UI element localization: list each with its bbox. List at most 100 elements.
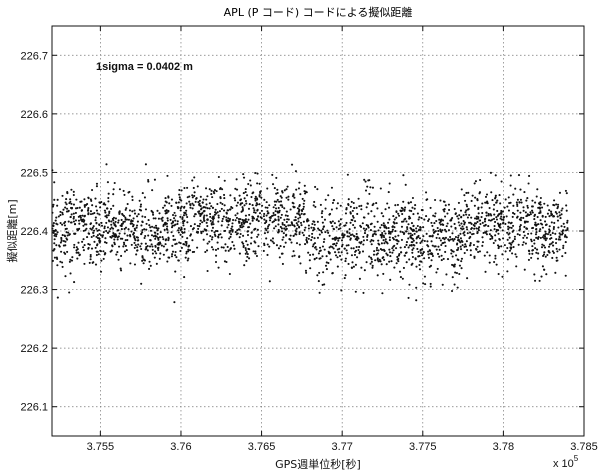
scatter-point (87, 208, 90, 212)
scatter-point (192, 186, 195, 190)
scatter-point (552, 215, 556, 218)
scatter-point (55, 244, 58, 247)
scatter-point (552, 251, 555, 254)
scatter-point (59, 260, 62, 263)
scatter-point (350, 218, 353, 222)
scatter-point (350, 200, 353, 203)
scatter-point (120, 228, 123, 231)
scatter-point (552, 244, 555, 247)
scatter-point (364, 180, 367, 183)
scatter-point (229, 208, 232, 211)
scatter-point (77, 241, 80, 244)
scatter-point (82, 249, 85, 252)
scatter-point (52, 249, 55, 252)
scatter-point (530, 232, 533, 235)
scatter-point (54, 233, 57, 236)
scatter-point (263, 218, 266, 221)
scatter-point (134, 244, 137, 247)
y-tick-label: 226.7 (20, 50, 48, 62)
scatter-point (546, 233, 550, 236)
scatter-point (406, 227, 409, 231)
scatter-point (401, 212, 404, 216)
scatter-point (177, 206, 180, 209)
scatter-point (102, 257, 105, 260)
scatter-point (196, 224, 199, 227)
scatter-point (191, 196, 194, 199)
scatter-point (102, 203, 105, 206)
scatter-point (95, 209, 98, 212)
scatter-point (148, 267, 151, 271)
scatter-point (139, 205, 142, 208)
scatter-point (407, 201, 410, 204)
scatter-point (287, 224, 290, 227)
scatter-point (177, 259, 180, 262)
scatter-point (522, 209, 525, 212)
scatter-point (314, 245, 317, 249)
scatter-point (251, 217, 254, 220)
scatter-point (175, 256, 178, 259)
scatter-point (118, 245, 121, 248)
scatter-point (259, 191, 262, 195)
scatter-point (240, 223, 243, 226)
scatter-point (374, 230, 377, 233)
scatter-point (436, 267, 439, 270)
scatter-point (377, 229, 380, 232)
scatter-point (448, 239, 451, 242)
grid-lines (52, 26, 584, 436)
scatter-point (199, 219, 202, 222)
scatter-point (331, 201, 335, 204)
x-multiplier: x 105 (553, 454, 579, 470)
scatter-point (441, 229, 444, 232)
scatter-point (158, 212, 161, 215)
scatter-point (481, 244, 484, 247)
scatter-point (144, 248, 147, 251)
scatter-point (247, 247, 250, 250)
scatter-point (551, 250, 554, 253)
scatter-point (78, 227, 81, 230)
x-tick-label: 3.775 (409, 441, 437, 453)
scatter-point (225, 211, 228, 214)
scatter-point (320, 231, 323, 234)
scatter-point (142, 262, 145, 265)
scatter-point (515, 255, 518, 258)
scatter-point (430, 240, 433, 243)
scatter-point (388, 182, 391, 185)
scatter-point (305, 238, 308, 242)
scatter-point (515, 265, 518, 268)
scatter-point (220, 207, 223, 210)
scatter-point (327, 194, 330, 197)
scatter-point (246, 230, 249, 233)
scatter-point (163, 204, 166, 207)
scatter-point (113, 238, 116, 241)
scatter-point (256, 172, 259, 175)
scatter-point (265, 219, 268, 222)
scatter-point (433, 215, 436, 218)
x-tick-label: 3.755 (87, 441, 115, 453)
scatter-point (498, 238, 501, 241)
scatter-point (481, 202, 484, 205)
scatter-point (312, 204, 315, 207)
scatter-point (124, 226, 128, 229)
scatter-point (553, 221, 556, 224)
scatter-point (518, 201, 521, 204)
scatter-point (254, 250, 257, 253)
scatter-point (535, 195, 538, 198)
scatter-point (214, 229, 217, 233)
scatter-point (508, 249, 512, 252)
scatter-point (274, 213, 277, 216)
scatter-point (239, 232, 242, 236)
y-axis-label: 擬似距離[m] (5, 199, 19, 262)
scatter-point (388, 260, 391, 263)
scatter-point (462, 220, 465, 223)
scatter-point (439, 239, 442, 242)
scatter-point (289, 234, 292, 237)
scatter-point (427, 218, 431, 221)
scatter-point (82, 229, 85, 232)
scatter-point (217, 220, 220, 223)
scatter-point (212, 223, 215, 226)
scatter-point (318, 228, 321, 232)
scatter-point (101, 234, 104, 237)
scatter-point (564, 241, 567, 244)
scatter-point (141, 192, 144, 195)
scatter-point (460, 260, 463, 263)
